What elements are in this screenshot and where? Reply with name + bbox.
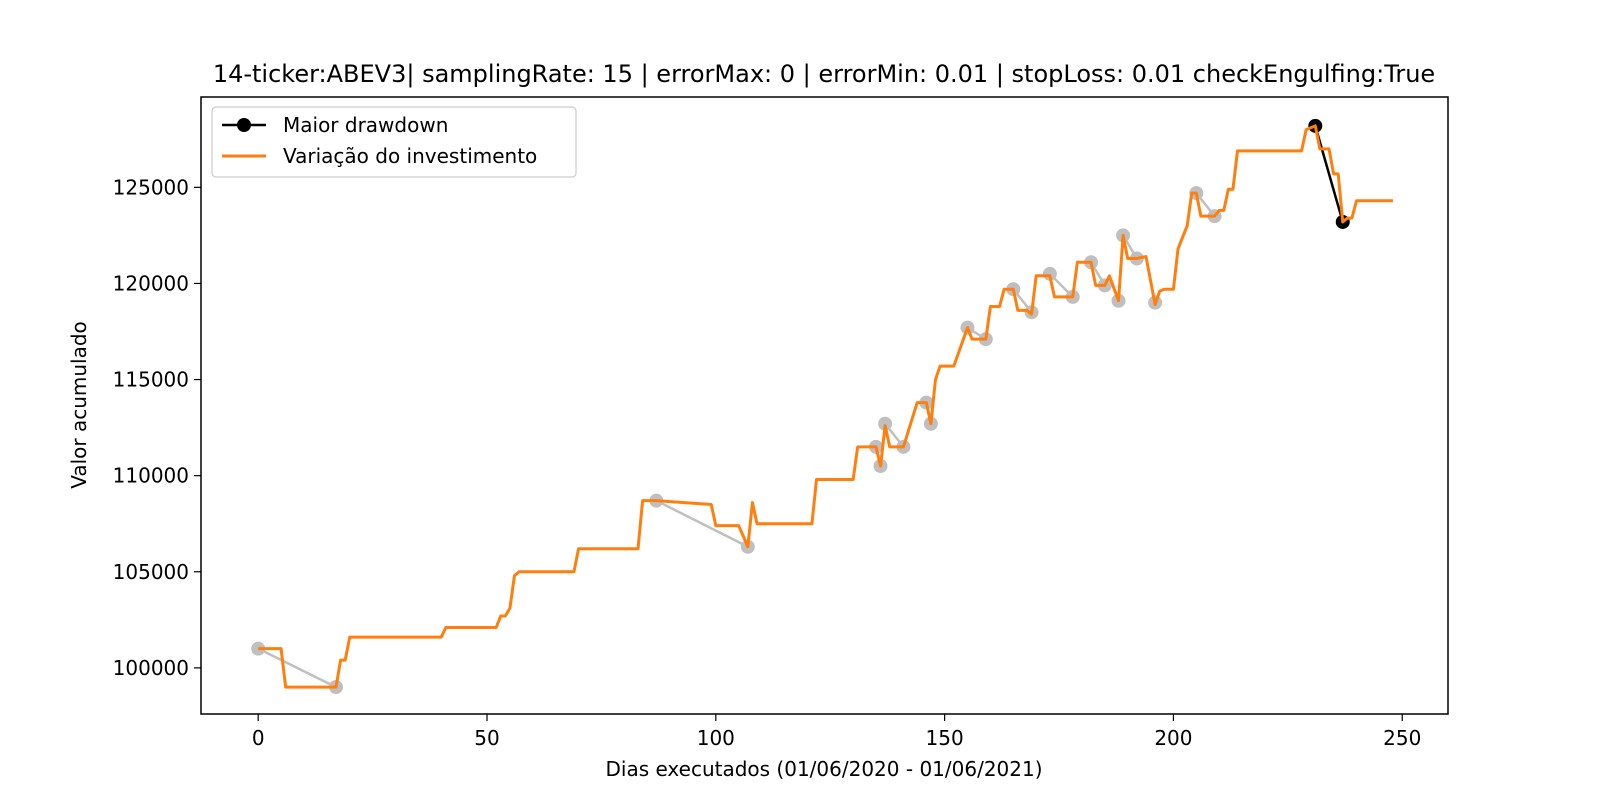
legend-label-max-drawdown: Maior drawdown <box>283 113 448 137</box>
legend-label-investment: Variação do investimento <box>283 144 537 168</box>
y-tick-label: 120000 <box>113 271 189 295</box>
y-tick-label: 115000 <box>113 368 189 392</box>
axes: 0 50 100 150 200 250 100000 105000 110000 115000 1… <box>113 175 1422 750</box>
x-tick-label: 50 <box>474 726 499 750</box>
gray-drawdown-marker <box>878 416 893 431</box>
y-tick-label: 125000 <box>113 175 189 199</box>
gray-drawdown-line <box>655 499 749 548</box>
x-tick-label: 200 <box>1154 726 1192 750</box>
legend-box <box>211 106 577 178</box>
plot-area <box>251 118 1394 695</box>
gray-drawdown-marker <box>1042 266 1057 281</box>
y-tick-label: 105000 <box>113 560 189 584</box>
x-tick-label: 0 <box>252 726 265 750</box>
plot-frame <box>200 96 1449 715</box>
y-tick-label: 110000 <box>113 464 189 488</box>
y-axis-title: Valor acumulado <box>67 321 91 489</box>
investment-variation-line <box>258 124 1394 689</box>
chart-title: 14-ticker:ABEV3| samplingRate: 15 | erro… <box>213 60 1435 88</box>
x-tick-label: 100 <box>697 726 735 750</box>
legend-marker-max-drawdown <box>237 118 251 132</box>
x-tick-label: 250 <box>1383 726 1421 750</box>
y-tick-label: 100000 <box>113 656 189 680</box>
x-tick-label: 150 <box>926 726 964 750</box>
gray-drawdown-line <box>257 647 337 689</box>
legend: Maior drawdown Variação do investimento <box>211 106 577 178</box>
x-axis-title: Dias executados (01/06/2020 - 01/06/2021… <box>605 757 1042 781</box>
